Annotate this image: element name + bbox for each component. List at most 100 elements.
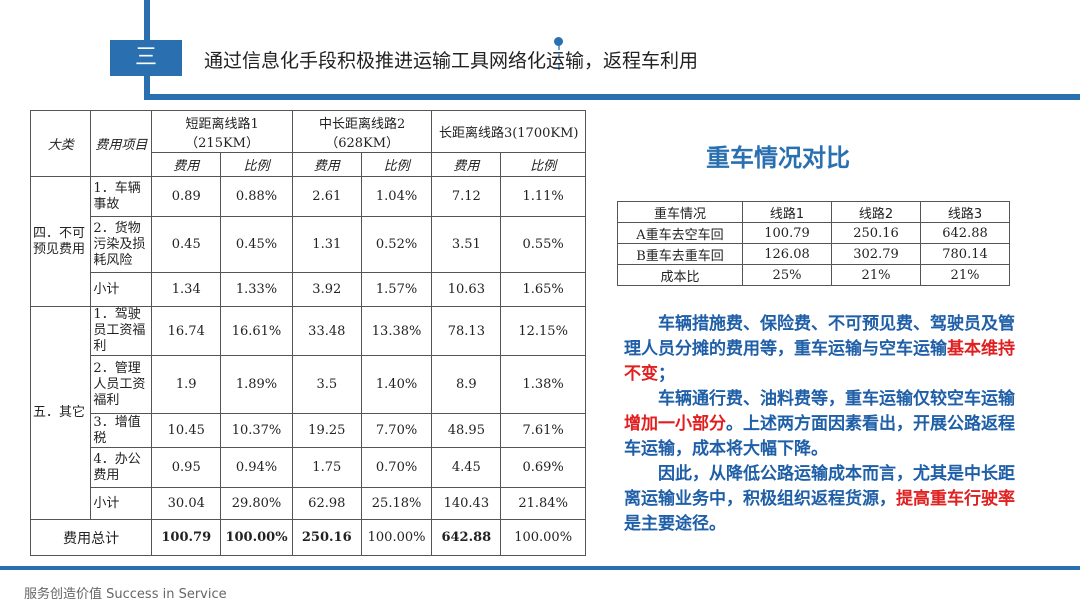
value-cell: 7.12 [431,176,502,217]
item-cell: 2．货物污染及损耗风险 [90,216,153,273]
value-cell: 10.63 [431,272,502,307]
item-cell: 2．管理人员工资福利 [90,355,153,414]
cost-table: 大类 费用项目 短距离线路1 （215KM） 中长距离线路2 （628KM） 长… [29,110,586,556]
value-cell: 10.37% [220,413,293,448]
compare-cell: 642.88 [920,222,1010,244]
value-cell: 0.45 [151,216,222,273]
value-cell: 0.94% [220,447,293,488]
value-cell: 1.65% [500,272,586,307]
table-row: 2．货物污染及损耗风险 0.45 0.45% 1.31 0.52% 3.51 0… [31,216,586,273]
value-cell: 16.61% [220,306,293,356]
compare-cell: 250.16 [831,222,921,244]
item-cell: 4．办公费用 [90,447,153,488]
item-cell: 1．车辆事故 [90,176,153,217]
header-dot [554,37,563,46]
sub-ratio: 比例 [500,152,586,177]
compare-row: 成本比 25% 21% 21% [617,264,1010,286]
desc-text: ； [658,364,675,384]
sub-cost: 费用 [431,152,502,177]
compare-cell: A重车去空车回 [617,222,743,244]
compare-row: B重车去重车回 126.08 302.79 780.14 [617,243,1010,265]
total-value: 100.00% [360,519,433,556]
table-row: 4．办公费用 0.95 0.94% 1.75 0.70% 4.45 0.69% [31,447,586,488]
value-cell: 0.89 [151,176,222,217]
compare-cell: 302.79 [831,243,921,265]
desc-highlight: 增加一小部分 [624,414,726,434]
compare-cell: 100.79 [742,222,832,244]
value-cell: 29.80% [220,487,293,520]
value-cell: 1.33% [220,272,293,307]
compare-cell: 21% [831,264,921,286]
value-cell: 0.45% [220,216,293,273]
value-cell: 21.84% [500,487,586,520]
value-cell: 1.11% [500,176,586,217]
desc-text: 。上述两方面因素看出，开展公路返程车运输，成本将大幅下降。 [624,414,1015,459]
value-cell: 1.89% [220,355,293,414]
value-cell: 1.75 [291,447,362,488]
item-cell: 3．增值税 [90,413,153,448]
table-subheader-row: 费用 比例 费用 比例 费用 比例 [31,152,586,177]
header-dashed-line [558,44,560,70]
compare-header: 线路3 [920,201,1010,223]
value-cell: 0.55% [500,216,586,273]
route-1-name: 短距离线路1 [185,116,259,132]
value-cell: 19.25 [291,413,362,448]
item-cell: 1．驾驶员工资福利 [90,306,153,356]
header-item: 费用项目 [90,110,153,177]
value-cell: 48.95 [431,413,502,448]
compare-header: 重车情况 [617,201,743,223]
compare-cell: 126.08 [742,243,832,265]
compare-cell: 780.14 [920,243,1010,265]
compare-cell: 成本比 [617,264,743,286]
sub-ratio: 比例 [360,152,433,177]
item-cell: 小计 [90,487,153,520]
item-cell: 小计 [90,272,153,307]
total-value: 100.00% [500,519,586,556]
value-cell: 1.57% [360,272,433,307]
value-cell: 1.40% [360,355,433,414]
table-row: 小计 30.04 29.80% 62.98 25.18% 140.43 21.8… [31,487,586,520]
header-category: 大类 [29,110,92,177]
value-cell: 16.74 [151,306,222,356]
compare-title: 重车情况对比 [706,144,850,172]
table-header-row: 大类 费用项目 短距离线路1 （215KM） 中长距离线路2 （628KM） 长… [29,110,586,177]
sub-ratio: 比例 [220,152,293,177]
sub-cost: 费用 [151,152,222,177]
table-row: 2．管理人员工资福利 1.9 1.89% 3.5 1.40% 8.9 1.38% [31,355,586,414]
value-cell: 78.13 [431,306,502,356]
value-cell: 12.15% [500,306,586,356]
table-row: 3．增值税 10.45 10.37% 19.25 7.70% 48.95 7.6… [31,413,586,448]
section-number-box: 三 [110,40,182,76]
value-cell: 2.61 [291,176,362,217]
total-label: 费用总计 [29,519,153,556]
value-cell: 33.48 [291,306,362,356]
value-cell: 0.70% [360,447,433,488]
value-cell: 10.45 [151,413,222,448]
sub-cost: 费用 [291,152,362,177]
value-cell: 1.9 [151,355,222,414]
table-row: 小计 1.34 1.33% 3.92 1.57% 10.63 1.65% [31,272,586,307]
route-1-sub: （215KM） [185,135,259,151]
description: 车辆措施费、保险费、不可预见费、驾驶员及管理人员分摊的费用等，重车运输与空车运输… [624,312,1024,537]
total-value: 100.79 [151,519,222,556]
footer-text: 服务创造价值 Success in Service [24,587,227,602]
value-cell: 1.38% [500,355,586,414]
category-cell: 四．不可预见费用 [29,176,92,307]
header-route-1: 短距离线路1 （215KM） [151,110,293,153]
total-value: 100.00% [220,519,293,556]
compare-table: 重车情况 线路1 线路2 线路3 A重车去空车回 100.79 250.16 6… [617,201,1010,286]
route-3-name: 长距离线路3(1700KM) [438,126,579,141]
compare-cell: 21% [920,264,1010,286]
value-cell: 1.34 [151,272,222,307]
header-horizontal-line [144,94,1080,100]
compare-header-row: 重车情况 线路1 线路2 线路3 [617,201,1010,223]
value-cell: 0.52% [360,216,433,273]
description-paragraph-2: 车辆通行费、油料费等，重车运输仅较空车运输增加一小部分。上述两方面因素看出，开展… [624,387,1024,462]
desc-highlight: 提高重车行驶率 [896,489,1015,509]
table-row: 四．不可预见费用 1．车辆事故 0.89 0.88% 2.61 1.04% 7.… [29,176,586,307]
compare-row: A重车去空车回 100.79 250.16 642.88 [617,222,1010,244]
category-cell: 五．其它 [29,306,92,520]
desc-text: 车辆通行费、油料费等，重车运输仅较空车运输 [658,389,1015,409]
value-cell: 3.5 [291,355,362,414]
value-cell: 7.70% [360,413,433,448]
